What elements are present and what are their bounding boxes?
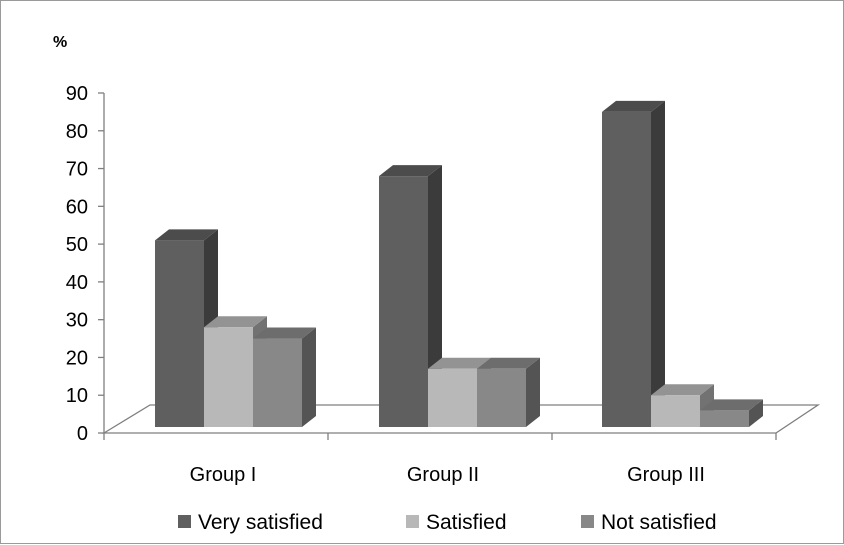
y-tick-label: 10 bbox=[66, 385, 88, 407]
bar-not-satisfied-2 bbox=[700, 399, 763, 427]
bar-top-face bbox=[428, 357, 491, 369]
bars-layer bbox=[155, 100, 763, 427]
bar-front-face bbox=[379, 176, 428, 427]
y-tick-label: 50 bbox=[66, 234, 88, 256]
y-tick-label: 80 bbox=[66, 121, 88, 143]
bar-top-face bbox=[379, 165, 442, 177]
bar-very-satisfied-1 bbox=[379, 165, 442, 427]
y-tick-label: 90 bbox=[66, 83, 88, 105]
legend-swatch bbox=[406, 515, 419, 528]
legend-label: Very satisfied bbox=[198, 511, 323, 534]
legend-item-satisfied: Satisfied bbox=[406, 511, 507, 534]
bar-not-satisfied-0 bbox=[253, 327, 316, 427]
legend-label: Not satisfied bbox=[601, 511, 717, 534]
bar-side-face bbox=[526, 357, 540, 427]
bar-very-satisfied-2 bbox=[602, 100, 665, 427]
bar-not-satisfied-1 bbox=[477, 357, 540, 427]
y-axis-unit-label: % bbox=[53, 34, 67, 51]
bar-side-face bbox=[302, 327, 316, 427]
x-category-label: Group I bbox=[190, 464, 257, 486]
bar-front-face bbox=[602, 111, 651, 427]
y-tick-label: 40 bbox=[66, 272, 88, 294]
legend-label: Satisfied bbox=[426, 511, 507, 534]
bar-top-face bbox=[204, 316, 267, 328]
legend-item-very-satisfied: Very satisfied bbox=[178, 511, 323, 534]
axis-layer bbox=[98, 92, 821, 440]
y-tick-label: 0 bbox=[77, 423, 88, 445]
bar-top-face bbox=[477, 357, 540, 369]
legend-swatch bbox=[178, 515, 191, 528]
y-tick-label: 60 bbox=[66, 196, 88, 218]
legend-swatch bbox=[581, 515, 594, 528]
bar-top-face bbox=[155, 229, 218, 241]
bar-top-face bbox=[253, 327, 316, 339]
labels-layer: 0 10 20 30 40 50 60 70 80 90% Group I Group II Group… bbox=[53, 34, 705, 486]
legend-item-not-satisfied: Not satisfied bbox=[581, 511, 717, 534]
y-tick-label: 70 bbox=[66, 159, 88, 181]
y-tick-label: 30 bbox=[66, 310, 88, 332]
bar-side-face bbox=[749, 399, 763, 427]
x-category-label: Group III bbox=[627, 464, 705, 486]
bar-front-face bbox=[651, 395, 700, 427]
legend: Very satisfied Satisfied Not satisfied bbox=[178, 511, 717, 534]
bar-front-face bbox=[204, 327, 253, 427]
bar-front-face bbox=[155, 240, 204, 427]
bar-top-face bbox=[602, 100, 665, 112]
bar-front-face bbox=[700, 410, 749, 427]
bar-front-face bbox=[428, 368, 477, 427]
bar-side-face bbox=[651, 100, 665, 427]
bar-top-face bbox=[700, 399, 763, 411]
x-category-label: Group II bbox=[407, 464, 479, 486]
bar-top-face bbox=[651, 384, 714, 396]
bar-front-face bbox=[477, 368, 526, 427]
bar-front-face bbox=[253, 338, 302, 427]
y-tick-label: 20 bbox=[66, 347, 88, 369]
